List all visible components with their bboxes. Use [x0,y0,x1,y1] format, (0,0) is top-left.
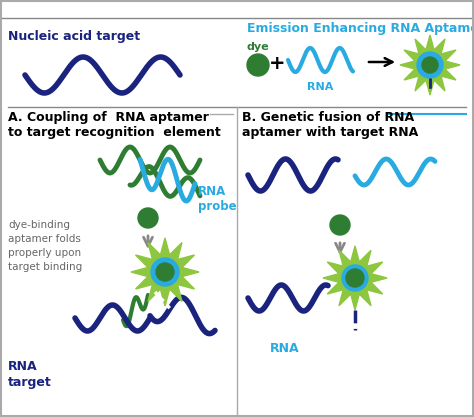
Text: A. Coupling of  RNA aptamer: A. Coupling of RNA aptamer [8,111,209,124]
Text: aptamer with target RNA: aptamer with target RNA [242,126,418,139]
Circle shape [417,52,443,78]
Circle shape [151,258,179,286]
Text: to target recognition  element: to target recognition element [8,126,221,139]
Circle shape [342,265,368,291]
Text: RNA
probe: RNA probe [198,185,237,213]
Text: RNA
target: RNA target [8,360,52,389]
Circle shape [346,269,364,287]
Circle shape [156,263,174,281]
Polygon shape [400,35,460,95]
Text: dye-binding
aptamer folds
properly upon
target binding: dye-binding aptamer folds properly upon … [8,220,82,272]
Text: Emission Enhancing RNA Aptamer: Emission Enhancing RNA Aptamer [247,22,474,35]
Circle shape [330,215,350,235]
Circle shape [138,208,158,228]
Circle shape [247,54,269,76]
Text: +: + [269,53,285,73]
Text: dye: dye [246,42,269,52]
Text: RNA: RNA [270,342,300,355]
Circle shape [422,57,438,73]
Polygon shape [323,246,387,310]
Text: B. Genetic fusion of RNA: B. Genetic fusion of RNA [242,111,414,124]
Text: Nucleic acid target: Nucleic acid target [8,30,140,43]
Text: RNA: RNA [307,82,333,92]
Polygon shape [131,238,199,306]
